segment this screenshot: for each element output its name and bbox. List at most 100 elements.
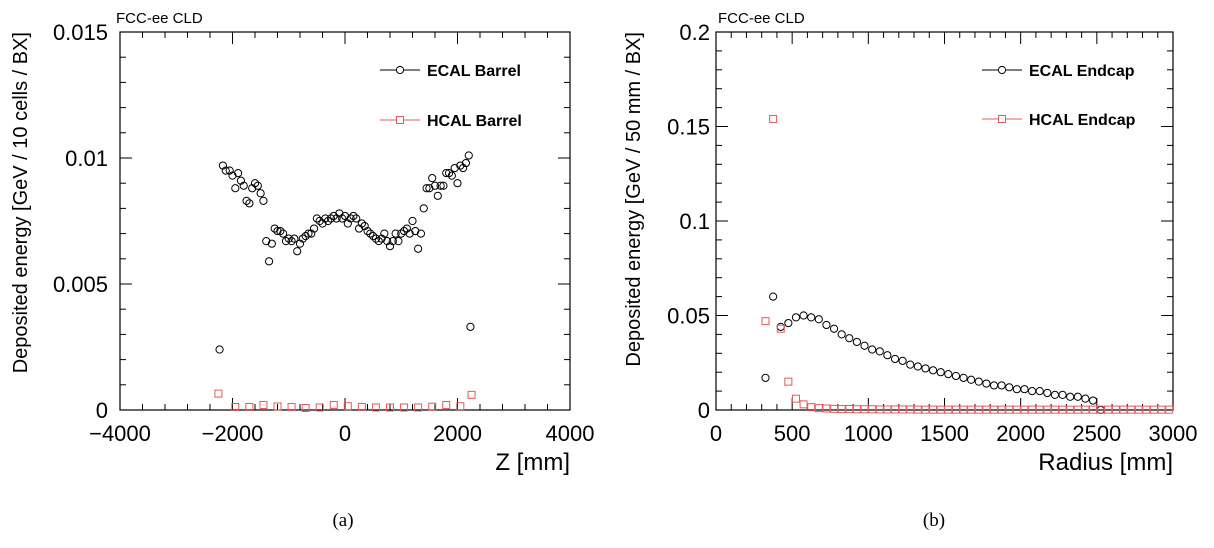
data-point-square — [974, 405, 983, 414]
data-point-circle — [1050, 390, 1060, 399]
data-point-square — [1081, 405, 1090, 414]
data-point-circle — [338, 214, 347, 223]
data-point-circle — [450, 163, 459, 173]
data-point-square — [371, 403, 380, 412]
data-point-square — [467, 390, 476, 399]
data-point-circle — [936, 368, 945, 377]
data-point-circle — [408, 216, 417, 226]
data-point-square — [1005, 405, 1014, 414]
data-point-circle — [405, 229, 414, 238]
series-ecal-endcap — [761, 292, 1105, 415]
data-point-square — [883, 405, 892, 414]
data-point-circle — [215, 345, 224, 354]
data-point-square — [990, 405, 999, 414]
data-point-circle — [383, 237, 392, 246]
data-point-circle — [329, 211, 338, 221]
data-point-circle — [290, 234, 299, 243]
x-tick-label: −2000 — [202, 421, 264, 446]
data-point-square — [1020, 405, 1029, 414]
data-point-square — [1035, 405, 1044, 414]
data-point-square — [245, 402, 254, 411]
y-tick-label: 0.005 — [53, 272, 108, 297]
data-point-square — [1127, 405, 1136, 414]
panel-b-radius-distribution: FCC-ee CLD 0 500 1000 1500 2000 2500 3000 0 0.05 0… — [623, 10, 1197, 476]
data-point-square — [386, 403, 394, 412]
data-point-circle — [875, 347, 884, 356]
data-point-circle — [419, 204, 428, 213]
header-label: FCC-ee CLD — [116, 10, 203, 27]
data-point-circle — [921, 364, 930, 373]
data-point-circle — [791, 313, 801, 322]
data-point-circle — [259, 196, 268, 205]
data-point-circle — [248, 184, 257, 193]
data-point-circle — [366, 229, 375, 238]
data-point-square — [959, 405, 968, 414]
data-point-circle — [444, 169, 454, 178]
data-point-circle — [309, 224, 319, 233]
data-point-circle — [1043, 388, 1052, 398]
data-point-square — [837, 405, 846, 414]
y-tick-label: 0.015 — [53, 20, 108, 45]
series-hcal-endcap — [761, 114, 1174, 414]
data-point-circle — [837, 330, 846, 339]
data-point-circle — [1088, 396, 1098, 405]
data-point-circle — [281, 237, 291, 246]
data-point-square — [1043, 405, 1052, 414]
data-point-circle — [989, 381, 999, 390]
data-point-square — [1028, 405, 1037, 414]
data-point-square — [944, 405, 953, 414]
data-point-circle — [1012, 385, 1021, 394]
data-point-square — [898, 405, 907, 414]
data-point-circle — [374, 237, 383, 246]
data-point-circle — [1005, 383, 1014, 392]
data-point-circle — [218, 161, 228, 170]
data-point-square — [428, 402, 437, 411]
data-point-circle — [385, 242, 395, 251]
data-point-circle — [343, 219, 352, 228]
data-point-square — [929, 405, 938, 414]
data-point-circle — [1035, 387, 1044, 396]
data-point-circle — [868, 345, 877, 354]
data-point-circle — [436, 181, 445, 190]
y-axis-title: Deposited energy [GeV / 50 mm / BX] — [623, 32, 645, 367]
data-point-circle — [250, 179, 260, 188]
data-point-circle — [852, 337, 862, 347]
data-point-circle — [784, 318, 793, 328]
data-point-square — [1089, 405, 1098, 414]
y-tick-label: 0.1 — [679, 209, 710, 234]
legend-marker-square — [396, 116, 404, 124]
data-point-square — [456, 402, 465, 411]
data-point-circle — [242, 196, 251, 205]
data-point-circle — [312, 214, 321, 223]
data-point-circle — [231, 184, 240, 193]
data-point-square — [807, 403, 816, 412]
panel-a-zeta-distribution: FCC-ee CLD −4000 −2000 0 2000 4000 0 0.005 0.01 0… — [10, 10, 594, 476]
x-tick-label: 4000 — [546, 421, 595, 446]
data-point-square — [1142, 405, 1151, 414]
data-point-square — [1073, 405, 1082, 414]
x-tick-label: 2000 — [433, 421, 482, 446]
data-point-circle — [349, 211, 358, 221]
data-point-circle — [262, 237, 271, 246]
data-point-circle — [967, 375, 976, 384]
data-point-square — [315, 403, 324, 412]
data-point-circle — [253, 181, 262, 190]
data-point-square — [799, 400, 808, 409]
x-tick-label: 2000 — [996, 421, 1045, 446]
data-point-square — [791, 394, 800, 403]
data-point-circle — [264, 257, 274, 266]
data-point-square — [259, 400, 268, 409]
data-point-circle — [298, 234, 307, 243]
data-point-square — [936, 405, 945, 414]
header-label: FCC-ee CLD — [718, 10, 805, 27]
legend-entry: HCAL Barrel — [380, 113, 522, 130]
caption-b: (b) — [922, 510, 946, 531]
data-point-circle — [822, 320, 831, 330]
data-point-square — [875, 405, 884, 414]
data-point-circle — [369, 232, 378, 241]
data-point-circle — [453, 179, 462, 188]
data-point-square — [1012, 405, 1021, 414]
data-point-circle — [997, 381, 1006, 390]
data-point-circle — [883, 351, 892, 360]
data-point-circle — [256, 189, 265, 198]
